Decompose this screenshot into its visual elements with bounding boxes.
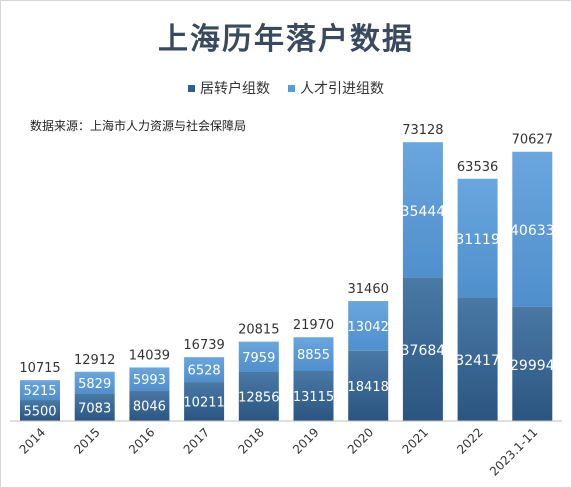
data-label-series-0-2014: 5500	[23, 405, 56, 420]
legend-label-series-1: 人才引进组数	[300, 81, 384, 97]
bar-series-1-2020	[348, 301, 389, 351]
data-label-series-0-2023.1-11: 29994	[510, 358, 555, 374]
bar-series-0-2016	[129, 390, 170, 421]
x-tick-label-2016: 2016	[126, 425, 157, 456]
total-label-2014: 10715	[19, 361, 60, 376]
data-source-note: 数据来源：上海市人力资源与社会保障局	[30, 119, 247, 133]
x-tick-label-2017: 2017	[181, 425, 212, 456]
total-label-2021: 73128	[402, 123, 443, 138]
total-label-2018: 20815	[238, 323, 279, 338]
total-label-2019: 21970	[293, 318, 334, 333]
data-label-series-1-2021: 35444	[401, 204, 446, 220]
bar-series-1-2023.1-11	[512, 151, 553, 307]
bar-series-0-2015	[74, 393, 115, 421]
data-label-series-1-2017: 6528	[188, 364, 221, 379]
bar-series-1-2019	[293, 337, 334, 371]
x-tick-label-2020: 2020	[345, 425, 376, 456]
x-tick-label-2014: 2014	[17, 425, 48, 456]
x-tick-label-2019: 2019	[290, 425, 321, 456]
x-tick-label-2018: 2018	[235, 425, 266, 456]
bar-series-0-2017	[184, 382, 225, 421]
legend-item-series-1: 人才引进组数	[288, 78, 384, 98]
legend-swatch-series-0	[188, 84, 195, 92]
chart-title: 上海历年落户数据	[158, 22, 414, 57]
bar-series-0-2022	[457, 297, 498, 421]
data-label-series-0-2019: 13115	[293, 390, 334, 405]
x-tick-label-2015: 2015	[71, 425, 102, 456]
bar-series-1-2015	[74, 371, 115, 394]
bar-series-0-2019	[293, 370, 334, 421]
data-label-series-0-2017: 10211	[183, 396, 224, 411]
bar-series-0-2023.1-11	[512, 306, 553, 421]
total-label-2023.1-11: 70627	[512, 133, 553, 148]
bar-series-0-2018	[238, 371, 279, 421]
chart-legend: 居转户组数 人才引进组数	[0, 78, 572, 98]
bar-series-1-2016	[129, 367, 170, 391]
data-label-series-0-2022: 32417	[455, 353, 500, 369]
legend-swatch-series-1	[288, 84, 295, 92]
bar-series-1-2021	[402, 142, 443, 278]
total-label-2017: 16739	[183, 338, 224, 353]
bar-series-1-2018	[238, 341, 279, 372]
data-label-series-1-2015: 5829	[78, 377, 111, 392]
data-label-series-1-2016: 5993	[133, 373, 166, 388]
x-tick-label-2023.1-11: 2023.1-11	[487, 425, 540, 478]
data-label-series-1-2023.1-11: 40633	[510, 223, 555, 239]
total-label-2016: 14039	[129, 348, 170, 363]
data-label-series-0-2020: 18418	[348, 380, 389, 395]
bar-series-1-2022	[457, 178, 498, 298]
bar-series-0-2014	[20, 400, 60, 421]
data-label-series-0-2021: 37684	[401, 343, 446, 359]
data-label-series-1-2018: 7959	[242, 351, 275, 366]
data-label-series-0-2018: 12856	[238, 390, 279, 405]
x-tick-label-2022: 2022	[454, 425, 485, 456]
bar-series-1-2017	[184, 357, 225, 383]
bar-series-0-2021	[402, 277, 443, 421]
total-label-2022: 63536	[457, 160, 498, 175]
bar-series-0-2020	[348, 350, 389, 421]
bar-series-1-2014	[20, 380, 60, 401]
data-label-series-1-2019: 8855	[297, 348, 330, 363]
data-label-series-1-2022: 31119	[455, 232, 500, 248]
data-label-series-0-2016: 8046	[133, 400, 166, 415]
x-tick-label-2021: 2021	[400, 425, 431, 456]
legend-item-series-0: 居转户组数	[188, 78, 270, 98]
data-label-series-1-2020: 13042	[348, 320, 389, 335]
legend-label-series-0: 居转户组数	[200, 81, 270, 97]
total-label-2020: 31460	[348, 282, 389, 297]
total-label-2015: 12912	[74, 353, 115, 368]
data-label-series-0-2015: 7083	[78, 401, 111, 416]
data-label-series-1-2014: 5215	[23, 384, 56, 399]
